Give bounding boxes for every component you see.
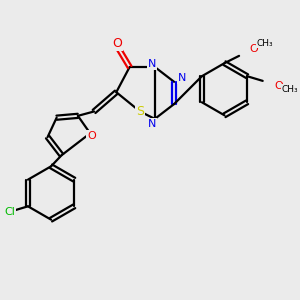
- Text: Cl: Cl: [4, 207, 15, 217]
- Text: CH₃: CH₃: [282, 85, 298, 94]
- Text: O: O: [249, 44, 258, 54]
- Text: N: N: [148, 119, 156, 129]
- Text: CH₃: CH₃: [256, 38, 273, 47]
- Text: O: O: [112, 37, 122, 50]
- Text: O: O: [274, 81, 283, 91]
- Text: N: N: [178, 73, 187, 83]
- Text: N: N: [148, 59, 156, 69]
- Text: O: O: [87, 131, 96, 141]
- Text: S: S: [136, 105, 144, 118]
